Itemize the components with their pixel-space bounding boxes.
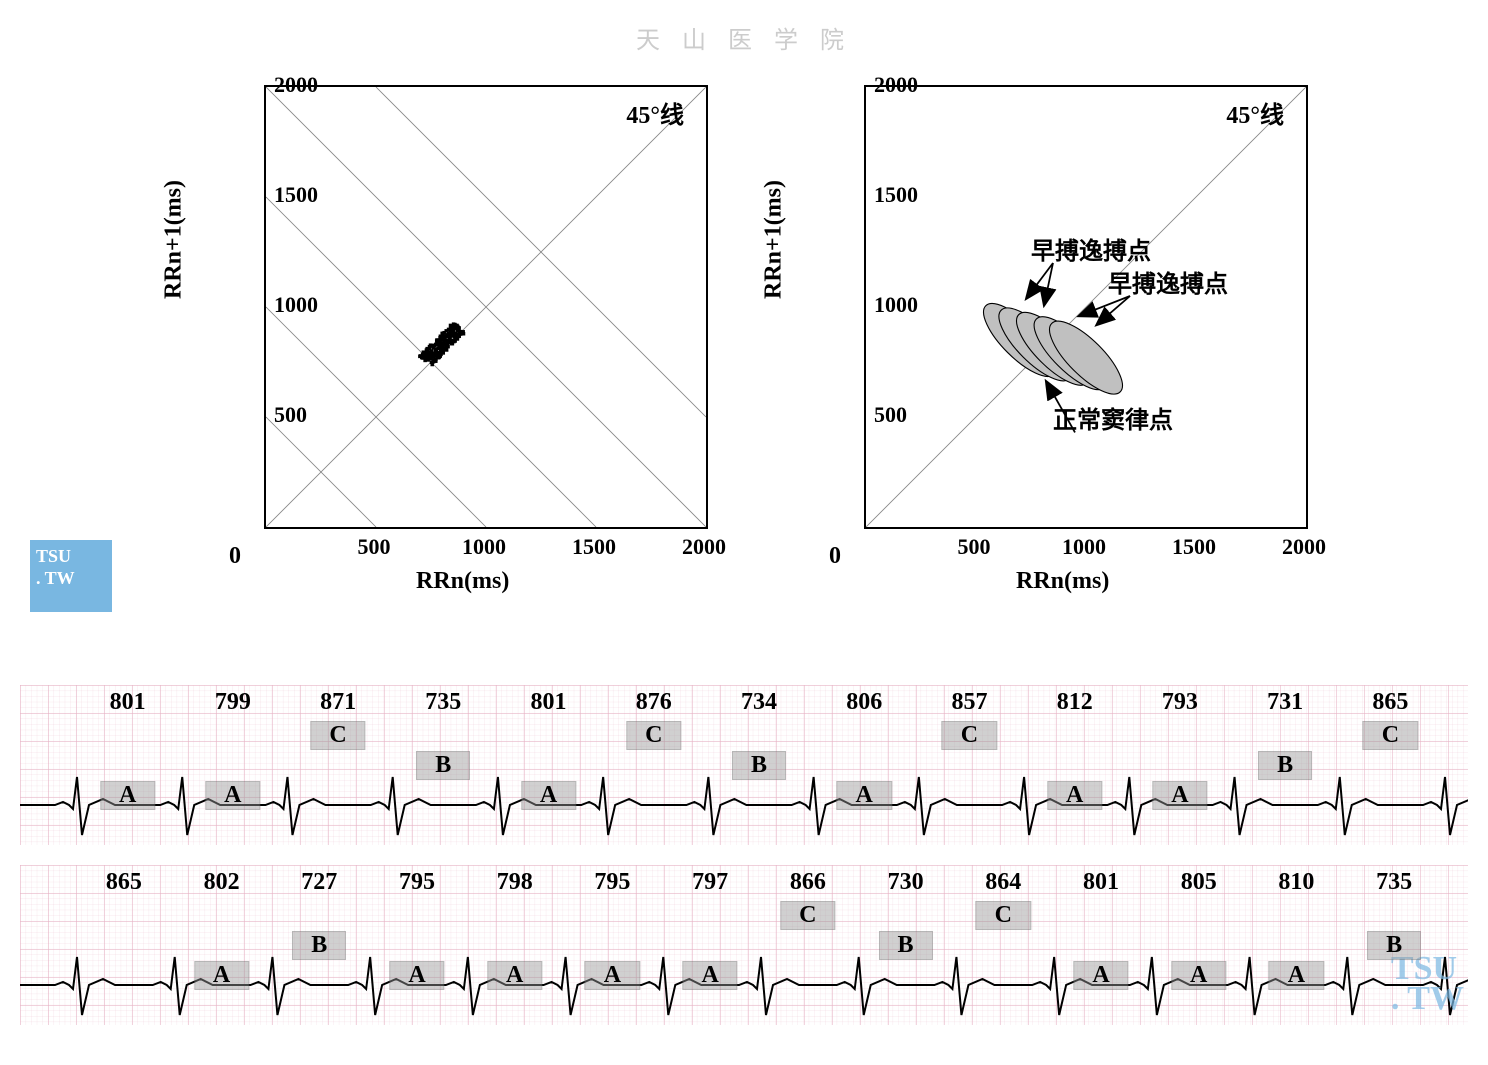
scatter-row: RRn+1(ms) 45°线 RRn(ms) 0 500 500 1000 1000 1… [20,65,1468,625]
x-tick: 2000 [1282,534,1326,560]
ecg-beat-label: B [732,751,786,780]
ecg-beat-label: A [487,961,542,990]
ecg-beat-label: B [416,751,470,780]
ecg-beat-label: A [194,961,249,990]
ecg-beat-label: C [780,901,835,930]
ecg-beat-label: C [1363,721,1418,750]
tsu-watermark-bottom: TSU. TW [1391,954,1464,1015]
rr-interval-value: 857 [951,689,987,716]
rr-interval-value: 876 [636,689,672,716]
rr-interval-value: 871 [320,689,356,716]
x-tick: 1000 [1062,534,1106,560]
rr-interval-value: 793 [1162,689,1198,716]
ecg-beat-label: A [205,781,260,810]
y-tick: 1000 [874,292,918,318]
rr-interval-value: 799 [215,689,251,716]
x-tick: 500 [958,534,991,560]
ecg-beat-label: B [879,931,933,960]
annotation-label: 早搏逸搏点 [1031,231,1151,266]
rr-interval-value: 812 [1057,689,1093,716]
ecg-section: 801 799 871 735 801 876 734 806 857 812 793 731 865 A… [20,685,1468,1025]
rr-interval-value: 806 [846,689,882,716]
ecg-beat-label: C [626,721,681,750]
ecg-strip-2: TSU. TW 865 802 727 795 798 795 797 866 730 864 80… [20,865,1468,1025]
rr-interval-value: 801 [1083,869,1119,896]
y-tick: 1500 [274,182,318,208]
ecg-beat-label: C [976,901,1031,930]
x-tick: 500 [358,534,391,560]
top-watermark: 天 山 医 学 院 [20,20,1468,55]
rr-interval-value: 801 [110,689,146,716]
annotation-label: 正常窦律点 [1053,400,1173,435]
ecg-beat-label: A [1073,961,1128,990]
rr-interval-value: 798 [497,869,533,896]
ecg-beat-label: A [585,961,640,990]
left-y-axis-label: RRn+1(ms) [161,180,188,299]
left-line45-label: 45°线 [626,95,684,130]
ecg-beat-label: C [310,721,365,750]
ecg-strip-1: 801 799 871 735 801 876 734 806 857 812 793 731 865 A… [20,685,1468,845]
tsu-line2: . TW [36,568,75,588]
ecg-beat-label: A [1269,961,1324,990]
rr-interval-value: 731 [1267,689,1303,716]
ecg-beat-label: B [1367,931,1421,960]
ecg-beat-label: A [1171,961,1226,990]
rr-interval-value: 735 [425,689,461,716]
rr-interval-value: 865 [1372,689,1408,716]
left-origin-label: 0 [229,543,241,570]
right-origin-label: 0 [829,543,841,570]
ecg-beat-label: B [292,931,346,960]
y-tick: 1000 [274,292,318,318]
rr-interval-value: 795 [399,869,435,896]
ecg-beat-label: A [1047,781,1102,810]
ecg-beat-label: C [942,721,997,750]
x-tick: 1500 [572,534,616,560]
ecg-beat-label: A [389,961,444,990]
rr-interval-value: 864 [985,869,1021,896]
left-x-axis-label: RRn(ms) [416,568,509,595]
ecg-beat-label: A [682,961,737,990]
right-plot-svg [866,87,1306,527]
rr-interval-value: 810 [1278,869,1314,896]
right-x-axis-label: RRn(ms) [1016,568,1109,595]
right-y-axis-label: RRn+1(ms) [761,180,788,299]
ecg-beat-label: B [1258,751,1312,780]
rr-interval-value: 801 [531,689,567,716]
rr-interval-value: 735 [1376,869,1412,896]
x-tick: 1500 [1172,534,1216,560]
x-tick: 1000 [462,534,506,560]
rr-interval-value: 865 [106,869,142,896]
rr-interval-value: 866 [790,869,826,896]
annotation-label: 早搏逸搏点 [1108,264,1228,299]
y-tick: 500 [274,402,307,428]
ecg-beat-label: A [837,781,892,810]
x-tick: 2000 [682,534,726,560]
y-tick: 1500 [874,182,918,208]
right-lorenz-plot: RRn+1(ms) 45°线 RRn(ms) 0 500 500 1000 1000 1… [764,65,1324,625]
y-tick: 2000 [874,72,918,98]
rr-interval-value: 727 [301,869,337,896]
rr-interval-value: 734 [741,689,777,716]
right-line45-label: 45°线 [1226,95,1284,130]
ecg-beat-label: A [1152,781,1207,810]
left-plot-svg [266,87,706,527]
rr-interval-value: 802 [204,869,240,896]
left-lorenz-plot: RRn+1(ms) 45°线 RRn(ms) 0 500 500 1000 1000 1… [164,65,724,625]
rr-interval-value: 797 [692,869,728,896]
y-tick: 2000 [274,72,318,98]
tsu-badge: TSU . TW [30,540,112,612]
rr-interval-value: 730 [888,869,924,896]
ecg-beat-label: A [100,781,155,810]
rr-interval-value: 795 [594,869,630,896]
tsu-line1: TSU [36,546,71,566]
y-tick: 500 [874,402,907,428]
ecg-beat-label: A [521,781,576,810]
rr-interval-value: 805 [1181,869,1217,896]
